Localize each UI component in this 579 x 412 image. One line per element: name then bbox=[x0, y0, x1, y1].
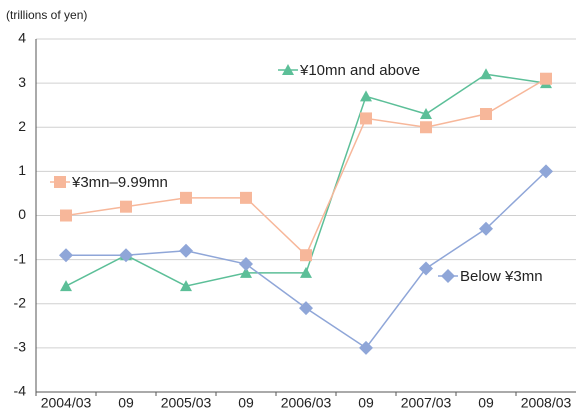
legend-label: Below ¥3mn bbox=[460, 268, 543, 285]
x-tick-label: 09 bbox=[118, 395, 134, 411]
marker bbox=[180, 280, 192, 292]
marker bbox=[120, 200, 132, 213]
x-tick-label: 2007/03 bbox=[401, 395, 452, 411]
marker bbox=[360, 90, 372, 102]
y-tick-label: 3 bbox=[18, 74, 26, 90]
marker bbox=[60, 209, 72, 222]
y-axis-label: (trillions of yen) bbox=[6, 8, 87, 22]
y-tick-label: -4 bbox=[14, 383, 27, 399]
x-tick-label: 09 bbox=[358, 395, 374, 411]
marker bbox=[419, 261, 433, 276]
x-tick-label: 2005/03 bbox=[161, 395, 212, 411]
x-tick-label: 09 bbox=[238, 395, 254, 411]
y-tick-label: 0 bbox=[18, 206, 26, 222]
x-tick-label: 09 bbox=[478, 395, 494, 411]
marker bbox=[300, 249, 312, 262]
marker bbox=[240, 266, 252, 278]
marker bbox=[420, 108, 432, 120]
marker bbox=[239, 257, 253, 272]
marker bbox=[540, 72, 552, 85]
y-tick-label: 2 bbox=[18, 118, 26, 134]
marker bbox=[420, 121, 432, 134]
marker bbox=[480, 108, 492, 121]
y-tick-label: -1 bbox=[14, 250, 27, 266]
x-tick-label: 2004/03 bbox=[41, 395, 92, 411]
y-tick-label: -2 bbox=[14, 294, 27, 310]
marker bbox=[282, 64, 294, 75]
marker bbox=[480, 68, 492, 80]
y-tick-label: 4 bbox=[18, 30, 26, 46]
y-tick-label: 1 bbox=[18, 162, 26, 178]
y-tick-label: -3 bbox=[14, 339, 27, 355]
x-tick-label: 2008/03 bbox=[521, 395, 572, 411]
marker bbox=[359, 340, 373, 355]
marker bbox=[180, 191, 192, 204]
marker bbox=[59, 248, 73, 263]
marker bbox=[441, 269, 455, 283]
marker bbox=[479, 221, 493, 236]
series-line bbox=[65, 78, 547, 257]
marker bbox=[299, 301, 313, 316]
marker bbox=[60, 280, 72, 292]
marker bbox=[539, 164, 553, 179]
marker bbox=[54, 176, 66, 188]
x-tick-label: 2006/03 bbox=[281, 395, 332, 411]
marker bbox=[300, 266, 312, 278]
legend-label: ¥3mn–9.99mn bbox=[71, 174, 168, 191]
marker bbox=[119, 248, 133, 263]
marker bbox=[240, 191, 252, 204]
marker bbox=[360, 112, 372, 125]
legend-label: ¥10mn and above bbox=[299, 62, 420, 79]
marker bbox=[179, 243, 193, 258]
